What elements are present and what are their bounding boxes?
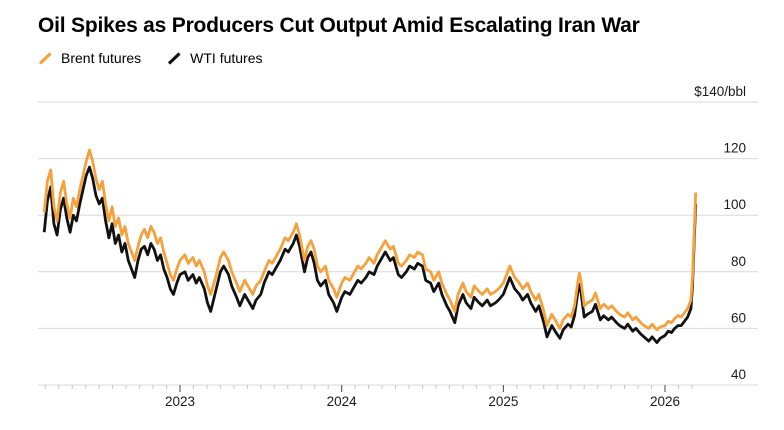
x-axis-label-2025: 2025 [488, 394, 518, 409]
y-axis-label-120: 120 [723, 141, 746, 156]
chart-title: Oil Spikes as Producers Cut Output Amid … [38, 14, 640, 37]
legend-item-brent: Brent futures [38, 50, 141, 66]
legend-label-wti: WTI futures [190, 50, 263, 66]
legend: Brent futures WTI futures [38, 50, 263, 66]
y-axis-label-60: 60 [731, 310, 746, 325]
x-axis-label-2026: 2026 [650, 394, 680, 409]
x-axis-label-2024: 2024 [327, 394, 358, 409]
brent-line-swatch-icon [38, 51, 52, 65]
x-axis-label-2023: 2023 [165, 394, 195, 409]
y-axis-unit-label: $140/bbl [694, 84, 746, 99]
y-axis-label-40: 40 [731, 367, 746, 382]
y-axis-label-80: 80 [731, 254, 746, 269]
brent-price-line [42, 148, 698, 332]
legend-item-wti: WTI futures [167, 50, 263, 66]
y-axis-label-100: 100 [723, 197, 746, 212]
wti-price-line [42, 165, 698, 345]
wti-line-swatch-icon [168, 51, 181, 65]
legend-label-brent: Brent futures [61, 50, 142, 66]
